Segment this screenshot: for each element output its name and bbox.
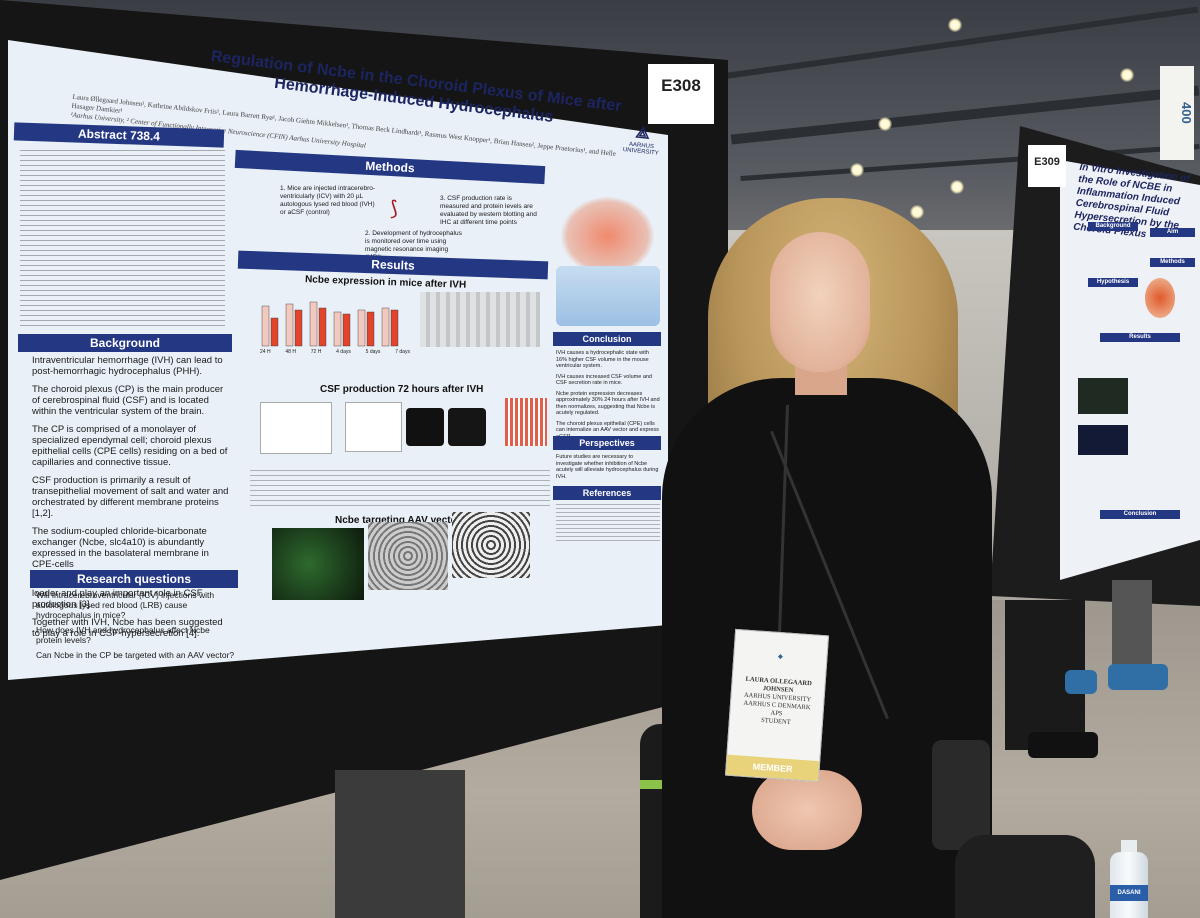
chart-bar	[333, 311, 342, 347]
chart-title: CSF production 72 hours after IVH	[320, 384, 484, 395]
booth-number-sign: E308	[648, 64, 714, 124]
background-paragraph: The sodium-coupled chloride-bicarbonate …	[32, 526, 209, 570]
scatter-plot	[345, 402, 402, 452]
ncbe-bar-chart	[261, 301, 399, 347]
bar-chart-small	[505, 398, 547, 446]
university-logo: ⟁ AARHUS UNIVERSITY	[611, 122, 674, 158]
background-paragraph: Intraventricular hemorrhage (IVH) can le…	[32, 355, 223, 377]
brain-diagram	[560, 196, 655, 276]
chart-title: Ncbe targeting AAV vector	[335, 515, 461, 526]
chart-bar	[261, 305, 270, 347]
chart-bar	[285, 303, 294, 347]
chart-bar	[318, 307, 327, 347]
research-questions-text: Will intracerebroventricular (ICV) injec…	[36, 590, 236, 660]
poster-right-heading: Aim	[1150, 228, 1195, 237]
x-tick-label: 24 H	[260, 349, 271, 355]
ceiling-light	[948, 18, 962, 32]
conclusion-text: IVH causes a hydrocephalic state with 16…	[556, 350, 660, 440]
microscopy-image-green	[272, 528, 364, 600]
chart-bar	[390, 309, 399, 347]
references-text	[556, 504, 660, 544]
brain-icon: ⟆	[390, 198, 398, 220]
research-question: Will intracerebroventricular (ICV) injec…	[36, 590, 215, 620]
chart-bar	[309, 301, 318, 347]
x-tick-label: 7 days	[395, 349, 410, 355]
background-paragraph: CSF production is primarily a result of …	[32, 475, 229, 519]
badge-details: LAURA OLLEGAARD JOHNSEN AARHUS UNIVERSIT…	[730, 675, 825, 729]
microscopy-image-gray	[368, 522, 448, 590]
research-question: How does IVH and hydrocephalus affect Nc…	[36, 625, 210, 645]
bottle-cap	[1121, 840, 1137, 854]
chart-bar	[366, 311, 375, 347]
ceiling-light	[878, 117, 892, 131]
perspectives-text: Future studies are necessary to investig…	[556, 454, 659, 480]
x-tick-label: 48 H	[285, 349, 296, 355]
cell-diagram	[556, 266, 660, 326]
chart-bar	[381, 307, 390, 347]
ceiling-light	[950, 180, 964, 194]
background-paragraph: The choroid plexus (CP) is the main prod…	[32, 384, 224, 417]
western-blot	[420, 292, 540, 347]
abstract-text	[20, 150, 225, 330]
booth-number: E308	[661, 76, 701, 95]
conclusion-point: IVH causes a hydrocephalic state with 16…	[556, 350, 649, 369]
poster-right-heading: Background	[1088, 222, 1138, 231]
chart-xaxis: 24 H 48 H 72 H 4 days 5 days 7 days	[260, 349, 410, 355]
micrograph	[1078, 378, 1128, 414]
chart-bar	[294, 309, 303, 347]
presenter-face	[770, 232, 870, 372]
shoulder-bag	[932, 740, 990, 850]
poster-right-heading: Hypothesis	[1088, 278, 1138, 287]
conclusion-point: IVH causes increased CSF volume and CSF …	[556, 373, 652, 387]
background-paragraph: Together with IVH, Ncbe has been suggest…	[32, 617, 223, 639]
person-legs-background	[335, 770, 465, 918]
background-text: Intraventricular hemorrhage (IVH) can le…	[32, 355, 232, 639]
chart-bar	[270, 317, 279, 347]
research-question: Can Ncbe in the CP be targeted with an A…	[36, 650, 235, 660]
ceiling-light	[850, 163, 864, 177]
conclusion-point: Ncbe protein expression decreases approx…	[556, 390, 660, 417]
sneaker	[1108, 664, 1168, 690]
method-step: 1. Mice are injected intracerebro-ventri…	[280, 185, 376, 216]
ceiling-light	[1120, 68, 1134, 82]
poster-right-heading: Results	[1100, 333, 1180, 342]
perspectives-heading: Perspectives	[553, 436, 661, 450]
badge-event-logo: ◈	[777, 653, 783, 661]
ceiling-light	[910, 205, 924, 219]
mri-image	[448, 408, 486, 446]
references-heading: References	[553, 486, 661, 500]
backpack	[955, 835, 1095, 918]
shoe	[1028, 732, 1098, 758]
research-questions-heading: Research questions	[30, 570, 238, 588]
presenter-hands	[752, 770, 862, 850]
chart-bar	[342, 313, 351, 347]
poster-right-heading: Methods	[1150, 258, 1195, 267]
booth-number-sign: E309	[1028, 145, 1066, 187]
microscopy-image-gray	[452, 512, 530, 578]
brain-illustration	[1145, 278, 1175, 318]
figure-caption	[250, 470, 550, 510]
scatter-plot	[260, 402, 332, 454]
person-legs-background	[1112, 580, 1152, 670]
sneaker	[1065, 670, 1097, 694]
micrograph	[1078, 425, 1128, 455]
mri-image	[406, 408, 444, 446]
background-paragraph: The CP is comprised of a monolayer of sp…	[32, 424, 228, 468]
poster-right-heading: Conclusion	[1100, 510, 1180, 519]
aisle-sign: 400	[1160, 66, 1194, 160]
name-badge: ◈ LAURA OLLEGAARD JOHNSEN AARHUS UNIVERS…	[724, 628, 830, 783]
background-heading: Background	[18, 334, 232, 352]
bottle-label: DASANI	[1110, 885, 1148, 901]
conclusion-heading: Conclusion	[553, 332, 661, 346]
method-step: 3. CSF production rate is measured and p…	[440, 195, 537, 226]
x-tick-label: 5 days	[365, 349, 381, 355]
x-tick-label: 72 H	[310, 349, 322, 355]
chart-bar	[357, 309, 366, 347]
x-tick-label: 4 days	[336, 349, 351, 355]
